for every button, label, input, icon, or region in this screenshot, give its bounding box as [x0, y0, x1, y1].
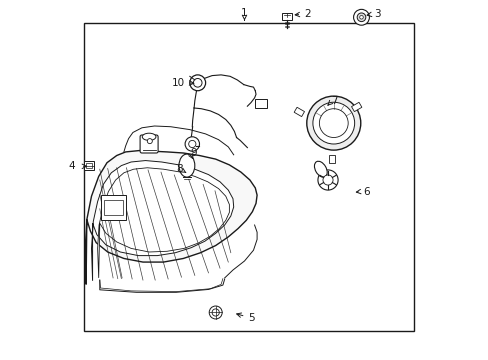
- Bar: [86, 163, 92, 168]
- Circle shape: [312, 102, 354, 144]
- Text: 1: 1: [241, 8, 247, 18]
- Ellipse shape: [142, 133, 156, 140]
- Circle shape: [359, 15, 363, 19]
- Bar: [101, 195, 126, 220]
- Circle shape: [353, 9, 368, 25]
- Circle shape: [188, 140, 196, 148]
- Text: 7: 7: [330, 96, 337, 106]
- FancyBboxPatch shape: [140, 135, 158, 153]
- Text: 6: 6: [363, 186, 369, 197]
- Text: 10: 10: [171, 78, 184, 88]
- Ellipse shape: [314, 161, 326, 177]
- Circle shape: [306, 96, 360, 150]
- Polygon shape: [91, 161, 233, 281]
- Text: 3: 3: [374, 9, 380, 19]
- Polygon shape: [98, 168, 229, 278]
- Text: 9: 9: [190, 148, 197, 158]
- Bar: [351, 102, 361, 112]
- Bar: [83, 161, 94, 170]
- Circle shape: [212, 309, 219, 316]
- Polygon shape: [85, 150, 257, 284]
- Circle shape: [356, 13, 365, 22]
- Circle shape: [189, 75, 205, 91]
- Circle shape: [185, 137, 199, 151]
- Circle shape: [317, 170, 337, 190]
- Bar: [104, 200, 122, 215]
- Bar: [294, 107, 304, 117]
- Circle shape: [209, 306, 222, 319]
- Bar: [329, 155, 335, 163]
- Text: 5: 5: [248, 312, 254, 323]
- Bar: [282, 13, 291, 20]
- Bar: [84, 23, 413, 331]
- Ellipse shape: [179, 154, 194, 177]
- Text: 2: 2: [304, 9, 310, 19]
- Text: 4: 4: [68, 161, 75, 171]
- Circle shape: [147, 139, 152, 144]
- Circle shape: [319, 109, 347, 138]
- Circle shape: [193, 78, 202, 87]
- Text: 8: 8: [176, 164, 183, 174]
- Bar: [255, 99, 266, 108]
- Circle shape: [322, 175, 332, 185]
